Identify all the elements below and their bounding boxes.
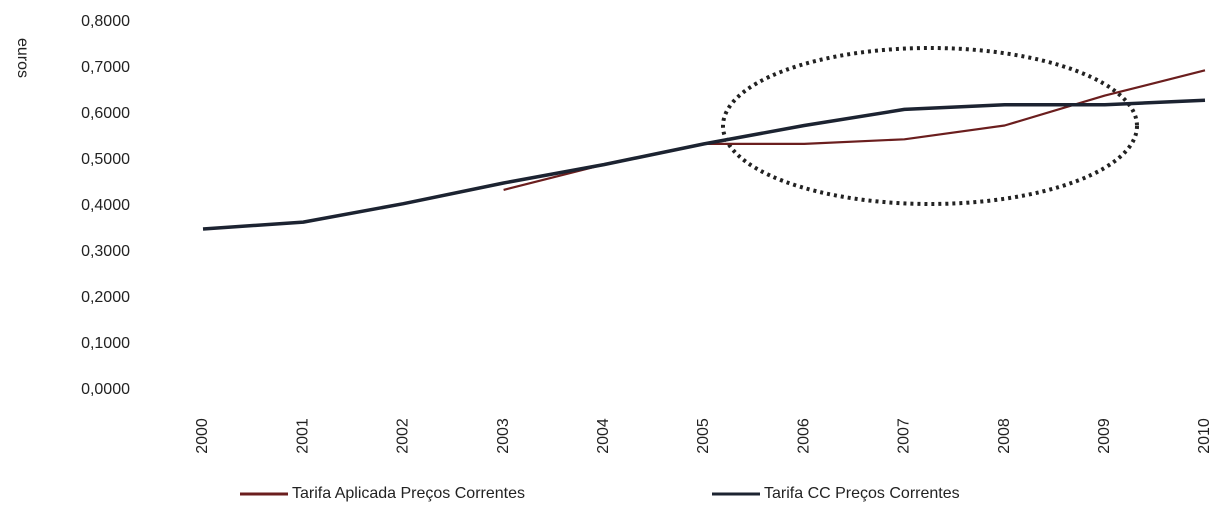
y-tick-label: 0,3000 [81, 243, 130, 260]
x-tick-label: 2002 [395, 418, 412, 454]
series-line [503, 69, 1206, 191]
x-tick-label: 2001 [294, 418, 311, 454]
x-tick-label: 2010 [1196, 418, 1213, 454]
x-tick-label: 2000 [194, 418, 211, 454]
highlight-ellipse [721, 46, 1139, 206]
series-line [202, 98, 1206, 231]
y-tick-label: 0,1000 [81, 335, 130, 352]
y-axis-label: euros [14, 38, 31, 78]
y-tick-label: 0,7000 [81, 59, 130, 76]
x-tick-label: 2007 [896, 418, 913, 454]
y-tick-label: 0,5000 [81, 151, 130, 168]
legend-label: Tarifa CC Preços Correntes [764, 485, 960, 502]
y-tick-label: 0,0000 [81, 381, 130, 398]
x-tick-label: 2008 [996, 418, 1013, 454]
x-tick-label: 2005 [695, 418, 712, 454]
y-tick-label: 0,6000 [81, 105, 130, 122]
legend-label: Tarifa Aplicada Preços Correntes [292, 485, 525, 502]
y-tick-label: 0,4000 [81, 197, 130, 214]
y-tick-label: 0,8000 [81, 13, 130, 30]
x-tick-label: 2003 [495, 418, 512, 454]
y-tick-label: 0,2000 [81, 289, 130, 306]
x-tick-label: 2009 [1096, 418, 1113, 454]
x-tick-label: 2004 [595, 418, 612, 454]
x-tick-label: 2006 [795, 418, 812, 454]
